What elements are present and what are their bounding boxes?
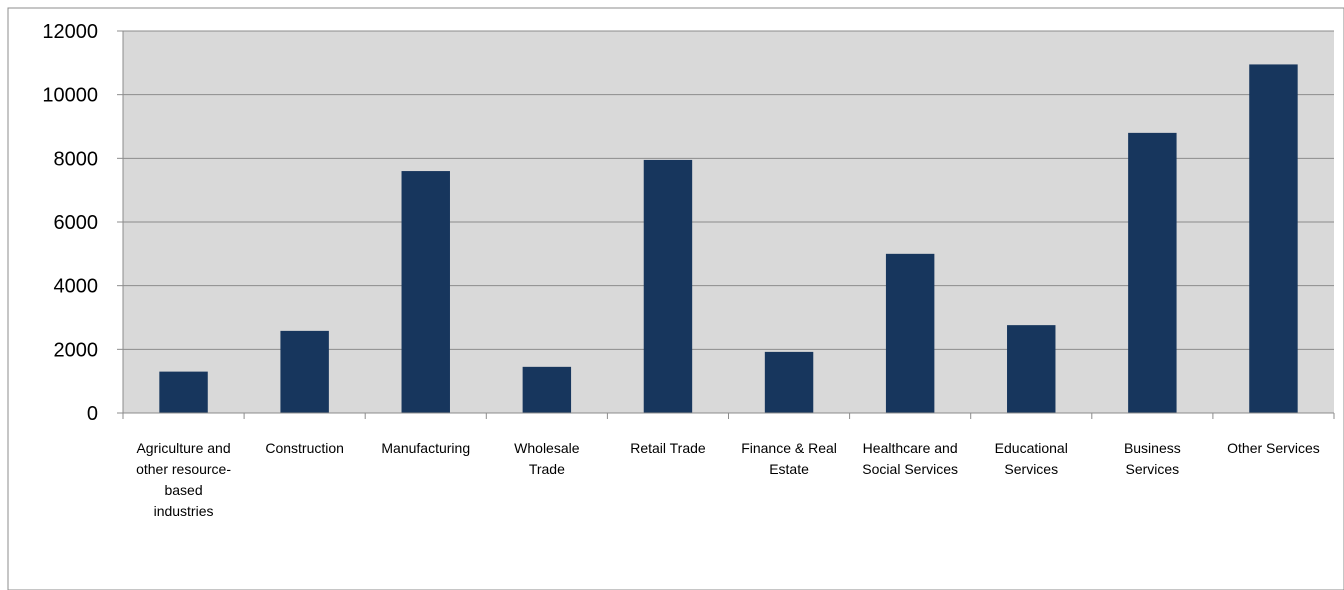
- x-tick-label: Wholesale Trade: [514, 440, 580, 477]
- bar: [1249, 64, 1298, 414]
- x-tick-label: Construction: [265, 440, 344, 456]
- x-tick-label: Educational Services: [995, 440, 1068, 477]
- x-tick-label-line: Services: [1126, 461, 1180, 477]
- bar: [764, 351, 814, 413]
- bar: [280, 330, 329, 413]
- x-tick-label: Healthcare and Social Services: [862, 440, 958, 477]
- y-tick-label: 2000: [54, 339, 99, 361]
- x-tick-label-line: based: [164, 482, 202, 498]
- x-tick-label-line: Trade: [529, 461, 565, 477]
- x-tick-label: Manufacturing: [381, 440, 470, 456]
- bar: [885, 253, 935, 413]
- y-tick-label: 8000: [54, 148, 99, 170]
- y-tick-label: 10000: [42, 85, 98, 107]
- x-tick-label: Other Services: [1227, 440, 1320, 456]
- y-tick-label: 4000: [54, 276, 99, 298]
- x-tick-label: Agriculture and other resource-based indus…: [136, 440, 231, 519]
- x-tick-label-line: industries: [154, 503, 214, 519]
- x-tick-label-line: Estate: [769, 461, 809, 477]
- x-tick-label: Business Services: [1124, 440, 1181, 477]
- y-tick-label: 0: [87, 403, 98, 425]
- y-tick-label: 12000: [42, 21, 98, 43]
- bar: [159, 371, 208, 413]
- bar: [643, 159, 693, 413]
- x-tick-label: Finance & Real Estate: [741, 440, 837, 477]
- x-tick-label-line: Retail Trade: [630, 440, 706, 456]
- x-tick-label-line: Services: [1004, 461, 1058, 477]
- x-tick-label-line: Construction: [265, 440, 344, 456]
- x-tick-label-line: Social Services: [862, 461, 958, 477]
- bar: [1128, 132, 1177, 413]
- y-tick-label: 6000: [54, 212, 99, 234]
- x-tick-label: Retail Trade: [630, 440, 706, 456]
- x-tick-label-line: Educational: [995, 440, 1068, 456]
- x-tick-label-line: other resource-: [136, 461, 231, 477]
- bar: [522, 366, 572, 413]
- bar: [1007, 325, 1056, 413]
- x-tick-label-line: Agriculture and: [136, 440, 230, 456]
- x-tick-label-line: Other Services: [1227, 440, 1320, 456]
- bar: [401, 171, 450, 413]
- x-tick-label-line: Healthcare and: [863, 440, 958, 456]
- x-tick-label-line: Finance & Real: [741, 440, 837, 456]
- x-tick-label-line: Business: [1124, 440, 1181, 456]
- x-tick-label-line: Manufacturing: [381, 440, 470, 456]
- x-tick-label-line: Wholesale: [514, 440, 580, 456]
